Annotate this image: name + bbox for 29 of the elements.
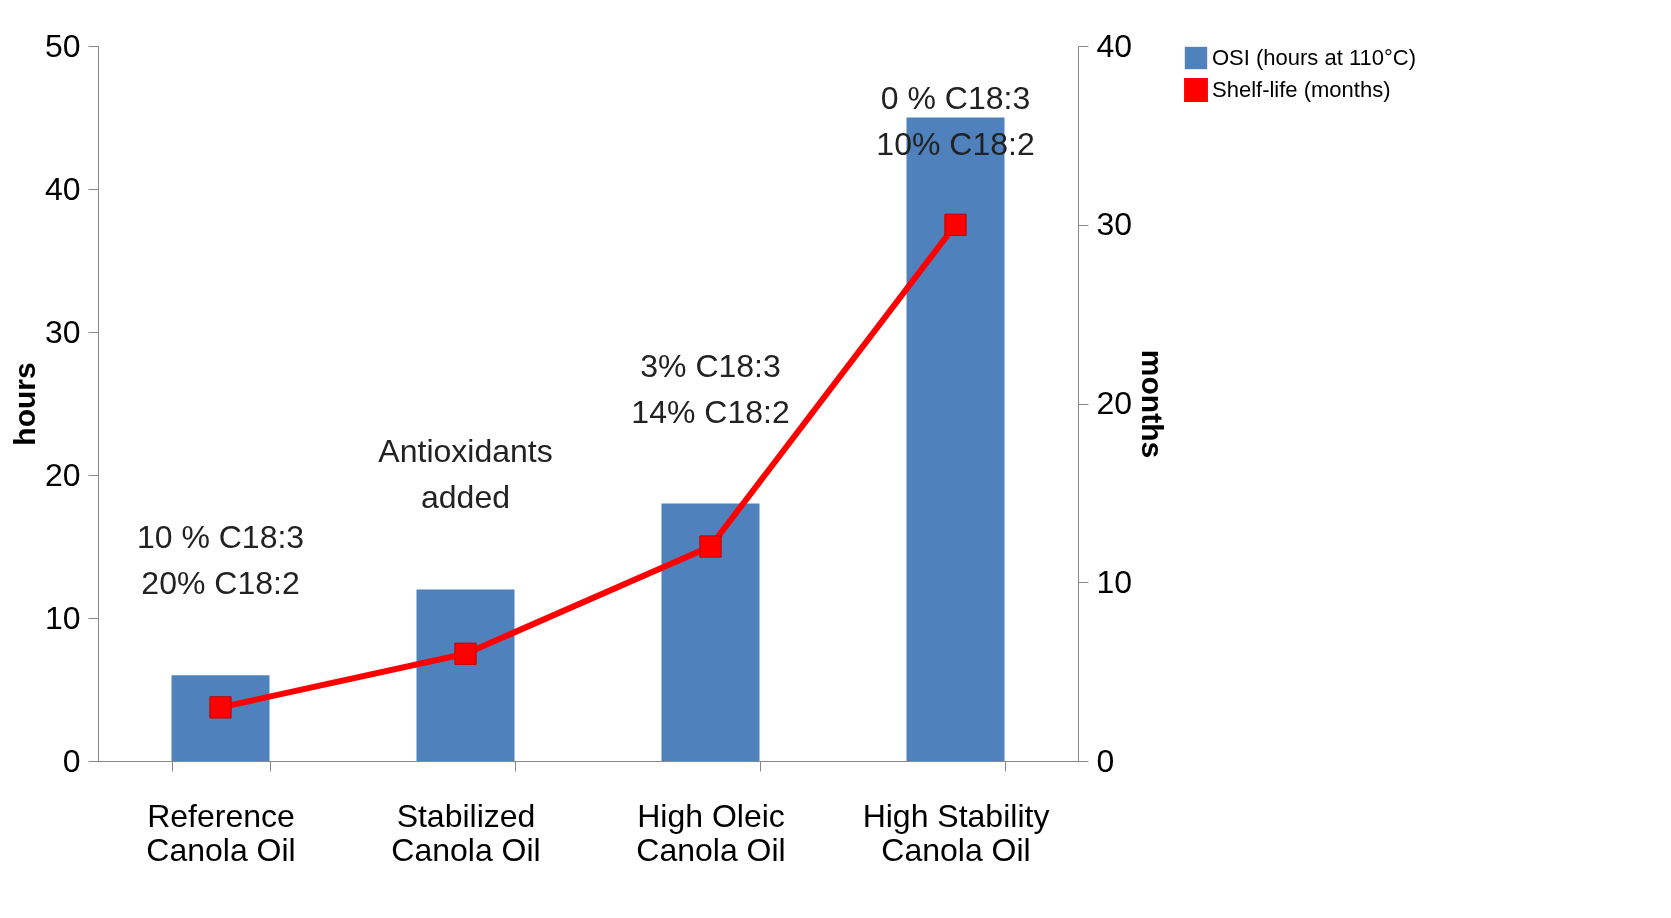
y-axis-title: hours xyxy=(7,362,41,446)
legend-label: Shelf-life (months) xyxy=(1212,77,1391,102)
y-tick-label: 30 xyxy=(44,313,81,350)
x-tick-label: High Oleic Canola Oil xyxy=(636,797,786,868)
point xyxy=(454,642,477,665)
y-tick-label: 0 xyxy=(62,742,81,779)
bar xyxy=(171,675,270,761)
point xyxy=(209,696,232,719)
annotation: Antioxidants added xyxy=(378,433,553,516)
x-tick-label: High Stability Canola Oil xyxy=(862,797,1050,868)
y-tick-label: 10 xyxy=(44,599,81,636)
y2-tick-label: 0 xyxy=(1096,742,1115,779)
y2-axis-title: months xyxy=(1136,349,1170,459)
y2-tick-label: 20 xyxy=(1096,385,1133,421)
y2-tick-label: 10 xyxy=(1096,563,1133,600)
y-tick-label: 40 xyxy=(44,170,81,207)
legend-label: OSI (hours at 110°C) xyxy=(1212,45,1417,70)
bar xyxy=(661,503,760,761)
y-tick-label: 20 xyxy=(44,456,81,493)
x-tick-label: Stabilized Canola Oil xyxy=(391,797,541,868)
annotation: 3% C18:3 14% C18:2 xyxy=(631,347,790,430)
bar xyxy=(416,589,515,761)
y-tick-label: 50 xyxy=(44,27,81,64)
x-tick-label: Reference Canola Oil xyxy=(146,797,296,868)
y2-tick-label: 30 xyxy=(1096,206,1133,243)
point xyxy=(944,213,967,236)
point xyxy=(699,535,722,558)
annotation: 10 % C18:3 20% C18:2 xyxy=(136,519,305,602)
y2-tick-label: 40 xyxy=(1096,27,1133,64)
